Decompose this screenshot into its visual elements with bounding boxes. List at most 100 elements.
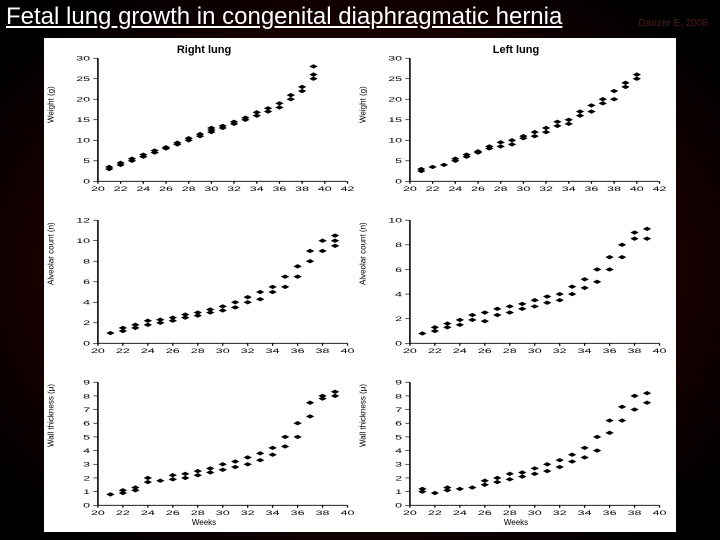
svg-text:7: 7 (83, 407, 91, 414)
svg-text:20: 20 (91, 348, 105, 355)
svg-text:20: 20 (403, 348, 417, 355)
slide-title: Fetal lung growth in congenital diaphrag… (6, 3, 714, 31)
svg-text:6: 6 (395, 420, 403, 427)
svg-text:28: 28 (503, 348, 517, 355)
svg-text:3: 3 (395, 461, 403, 468)
svg-text:38: 38 (316, 510, 330, 517)
svg-text:36: 36 (273, 186, 287, 193)
chart-svg: 202224262830323436384042051015202530 (48, 42, 360, 204)
svg-text:40: 40 (341, 348, 355, 355)
svg-text:32: 32 (241, 510, 255, 517)
svg-text:30: 30 (516, 186, 530, 193)
svg-text:6: 6 (83, 279, 91, 286)
svg-text:24: 24 (136, 186, 150, 193)
svg-text:30: 30 (528, 348, 542, 355)
chart-svg: 202224262830323436384042051015202530 (360, 42, 672, 204)
svg-text:38: 38 (628, 348, 642, 355)
svg-text:0: 0 (395, 341, 403, 348)
svg-text:10: 10 (76, 137, 90, 144)
svg-text:22: 22 (114, 186, 128, 193)
svg-text:36: 36 (603, 510, 617, 517)
svg-text:40: 40 (630, 186, 644, 193)
svg-text:6: 6 (395, 267, 403, 274)
svg-text:28: 28 (503, 510, 517, 517)
svg-text:4: 4 (395, 291, 403, 298)
svg-text:36: 36 (603, 348, 617, 355)
svg-text:22: 22 (426, 186, 440, 193)
svg-text:38: 38 (607, 186, 621, 193)
chart-panel: Wall thickness (μ)Weeks20222426283032343… (360, 366, 672, 528)
svg-text:34: 34 (266, 348, 280, 355)
svg-text:40: 40 (653, 348, 667, 355)
citation-text: Danzer E, 2008 (639, 18, 709, 29)
svg-text:24: 24 (448, 186, 462, 193)
svg-text:2: 2 (83, 475, 91, 482)
svg-text:24: 24 (141, 348, 155, 355)
chart-svg: 20222426283032343638400123456789 (48, 366, 360, 528)
svg-text:24: 24 (453, 348, 467, 355)
svg-text:20: 20 (403, 186, 417, 193)
svg-text:5: 5 (83, 434, 91, 441)
svg-text:26: 26 (166, 510, 180, 517)
svg-text:8: 8 (83, 258, 91, 265)
svg-text:32: 32 (241, 348, 255, 355)
svg-text:15: 15 (388, 117, 402, 124)
svg-text:36: 36 (585, 186, 599, 193)
svg-text:28: 28 (191, 348, 205, 355)
svg-text:2: 2 (395, 316, 403, 323)
svg-text:38: 38 (628, 510, 642, 517)
svg-text:8: 8 (83, 393, 91, 400)
svg-text:20: 20 (403, 510, 417, 517)
svg-text:22: 22 (116, 510, 130, 517)
svg-text:25: 25 (388, 76, 402, 83)
svg-text:25: 25 (76, 76, 90, 83)
svg-text:0: 0 (83, 179, 91, 186)
svg-text:40: 40 (653, 510, 667, 517)
svg-text:28: 28 (494, 186, 508, 193)
svg-text:2: 2 (395, 475, 403, 482)
svg-text:40: 40 (318, 186, 332, 193)
slide-background: Fetal lung growth in congenital diaphrag… (0, 0, 720, 540)
svg-text:30: 30 (76, 55, 90, 62)
chart-panel: Alveolar count (n)2022242628303234363840… (360, 204, 672, 366)
svg-text:36: 36 (291, 510, 305, 517)
svg-text:10: 10 (388, 137, 402, 144)
svg-text:0: 0 (83, 503, 91, 510)
svg-text:15: 15 (76, 117, 90, 124)
svg-text:26: 26 (166, 348, 180, 355)
svg-text:7: 7 (395, 407, 403, 414)
svg-text:22: 22 (428, 348, 442, 355)
svg-text:28: 28 (182, 186, 196, 193)
svg-text:42: 42 (653, 186, 667, 193)
svg-text:5: 5 (395, 434, 403, 441)
svg-text:4: 4 (83, 299, 91, 306)
svg-text:34: 34 (578, 348, 592, 355)
svg-text:34: 34 (266, 510, 280, 517)
svg-text:12: 12 (76, 217, 90, 224)
chart-panel: Wall thickness (μ)Weeks20222426283032343… (48, 366, 360, 528)
svg-text:22: 22 (428, 510, 442, 517)
svg-text:26: 26 (478, 510, 492, 517)
chart-svg: 20222426283032343638400246810 (360, 204, 672, 366)
svg-text:24: 24 (141, 510, 155, 517)
svg-text:9: 9 (395, 379, 403, 386)
panel-grid: Right lungWeight (g)20222426283032343638… (48, 42, 672, 528)
svg-text:0: 0 (395, 503, 403, 510)
figure-area: Right lungWeight (g)20222426283032343638… (44, 38, 676, 532)
svg-text:34: 34 (250, 186, 264, 193)
chart-panel: Alveolar count (n)2022242628303234363840… (48, 204, 360, 366)
svg-text:8: 8 (395, 242, 403, 249)
chart-svg: 2022242628303234363840024681012 (48, 204, 360, 366)
svg-text:30: 30 (204, 186, 218, 193)
svg-text:20: 20 (76, 96, 90, 103)
svg-text:4: 4 (395, 448, 403, 455)
svg-text:22: 22 (116, 348, 130, 355)
svg-text:30: 30 (216, 348, 230, 355)
svg-text:32: 32 (553, 348, 567, 355)
svg-text:40: 40 (341, 510, 355, 517)
chart-svg: 20222426283032343638400123456789 (360, 366, 672, 528)
svg-text:20: 20 (91, 186, 105, 193)
svg-text:20: 20 (388, 96, 402, 103)
svg-text:26: 26 (478, 348, 492, 355)
svg-text:38: 38 (295, 186, 309, 193)
